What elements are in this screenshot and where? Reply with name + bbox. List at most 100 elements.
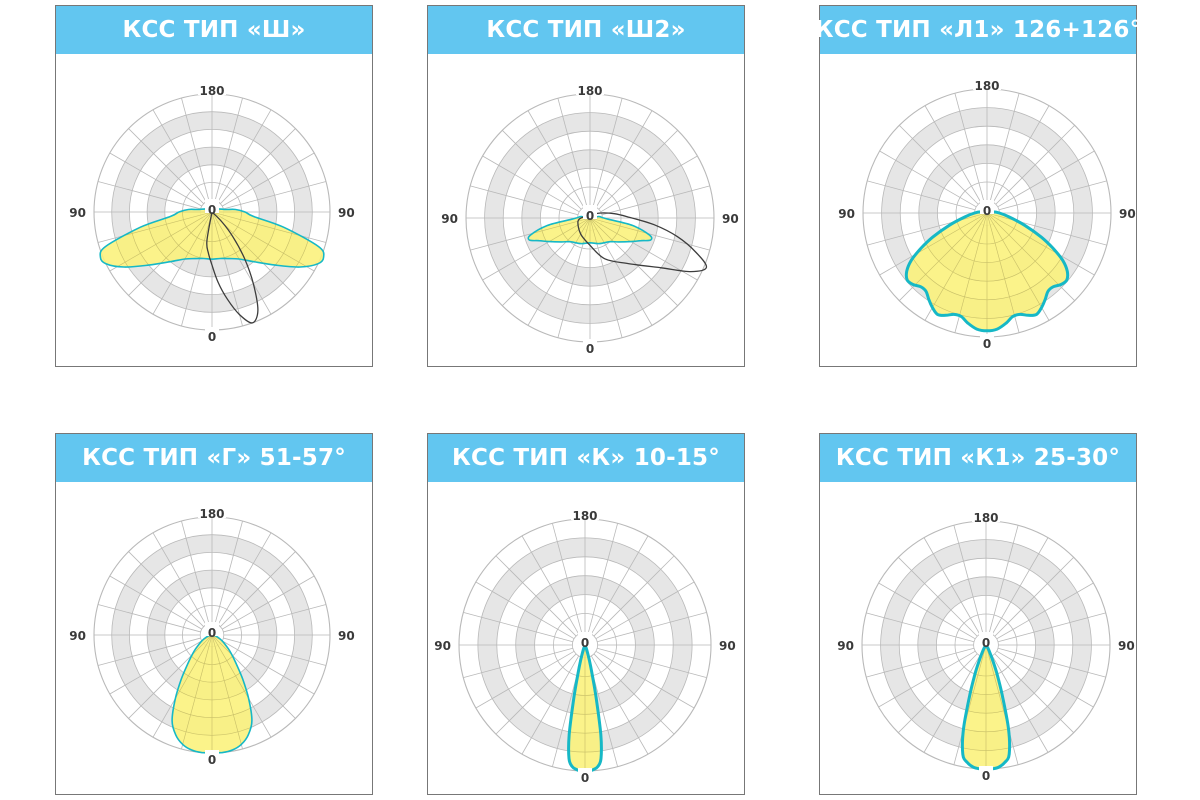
grid-spoke [601, 185, 710, 216]
tick-label-top: 180 [973, 511, 998, 525]
grid-spoke [223, 181, 327, 210]
grid-spoke [878, 582, 976, 640]
grid-spoke [97, 604, 201, 633]
grid-spoke [527, 110, 585, 208]
grid-spoke [991, 537, 1049, 635]
grid-spoke [997, 647, 1106, 678]
grid-spoke [128, 128, 204, 204]
chart-panel-l1: КСС ТИП «Л1» 126+126° 180 90 90 0 0 [815, 5, 1141, 367]
secondary-intensity-curve [577, 212, 708, 273]
tick-label-right: 90 [338, 629, 355, 643]
grid-spoke [97, 181, 201, 210]
intensity-curve [527, 215, 653, 245]
tick-label-left: 90 [837, 639, 854, 653]
chart-title: КСС ТИП «К1» 25-30° [820, 434, 1136, 482]
tick-label-right: 90 [722, 212, 739, 226]
grid-spoke [997, 150, 1095, 208]
grid-spoke [502, 130, 582, 210]
grid-spoke [220, 128, 296, 204]
grid-spoke [954, 93, 985, 202]
grid-spoke [463, 647, 573, 678]
grid-spoke [109, 640, 202, 695]
grid-spoke [97, 637, 201, 666]
intensity-curve [904, 210, 1070, 333]
grid-spoke [996, 650, 1094, 708]
grid-spoke [867, 180, 976, 211]
polar-chart-g: 180 90 90 0 0 [69, 504, 355, 767]
grid-spoke [222, 575, 315, 630]
grid-spoke [463, 612, 573, 643]
grid-spoke [866, 612, 975, 643]
grid-spoke [923, 537, 981, 635]
tick-label-left: 90 [434, 639, 451, 653]
grid-spoke [994, 653, 1074, 733]
tick-label-top: 180 [974, 79, 999, 93]
grid-spoke [475, 581, 575, 640]
grid-spoke [953, 525, 984, 634]
chart-panel-sh: КСС ТИП «Ш» 180 90 90 0 0 [55, 5, 373, 367]
chart-title: КСС ТИП «Ш2» [428, 6, 744, 54]
intensity-curve [171, 634, 253, 754]
tick-label-center: 0 [208, 203, 216, 217]
grid-spoke [152, 532, 207, 625]
grid-spoke [992, 105, 1050, 203]
grid-spoke [879, 150, 977, 208]
grid-spoke [595, 228, 653, 326]
chart-panel-g: КСС ТИП «Г» 51-57° 180 90 90 0 0 [55, 433, 373, 795]
chart-title: КСС ТИП «Г» 51-57° [56, 434, 372, 482]
grid-spoke [220, 551, 296, 627]
grid-spoke [598, 130, 678, 210]
grid-spoke [470, 185, 579, 216]
tick-label-bottom: 0 [586, 342, 594, 356]
grid-spoke [597, 647, 707, 678]
grid-spoke [878, 650, 976, 708]
tick-label-left: 90 [69, 206, 86, 220]
grid-spoke [592, 98, 623, 207]
grid-spoke [994, 557, 1074, 637]
grid-spoke [152, 109, 207, 202]
tick-label-top: 180 [572, 509, 597, 523]
grid-spoke [593, 555, 675, 637]
grid-spoke [495, 555, 577, 637]
grid-spoke [557, 98, 588, 207]
chart-title: КСС ТИП «Л1» 126+126° [815, 6, 1141, 54]
tick-label-center: 0 [581, 636, 589, 650]
tick-label-bottom: 0 [208, 330, 216, 344]
grid-spoke [222, 152, 315, 207]
grid-spoke [181, 520, 210, 624]
tick-label-bottom: 0 [208, 753, 216, 767]
grid-spoke [595, 650, 695, 709]
grid-spoke [128, 551, 204, 627]
grid-spoke [991, 655, 1049, 753]
polar-chart-sh2: 180 90 90 0 0 [441, 81, 739, 356]
grid-spoke [223, 604, 327, 633]
grid-spoke [996, 582, 1094, 640]
grid-spoke [595, 110, 653, 208]
grid-spoke [924, 105, 982, 203]
chart-panel-k1: КСС ТИП «К1» 25-30° 180 90 90 0 0 [819, 433, 1137, 795]
grid-spoke [923, 655, 981, 753]
grid-spoke [998, 180, 1107, 211]
grid-spoke [899, 125, 979, 205]
grid-spoke [109, 152, 202, 207]
tick-label-bottom: 0 [581, 771, 589, 785]
chart-panel-sh2: КСС ТИП «Ш2» 180 90 90 0 0 [427, 5, 745, 367]
grid-spoke [592, 229, 623, 338]
grid-spoke [590, 535, 649, 635]
grid-spoke [521, 535, 580, 635]
polar-chart-l1: 180 90 90 0 0 [838, 76, 1136, 351]
tick-label-right: 90 [1119, 207, 1136, 221]
tick-label-right: 90 [1118, 639, 1135, 653]
chart-title: КСС ТИП «Ш» [56, 6, 372, 54]
grid-spoke [521, 655, 580, 755]
grid-spoke [214, 520, 243, 624]
grid-spoke [590, 655, 649, 755]
grid-spoke [997, 612, 1106, 643]
tick-label-center: 0 [208, 626, 216, 640]
intensity-curve [99, 208, 325, 268]
tick-label-left: 90 [69, 629, 86, 643]
tick-label-right: 90 [719, 639, 736, 653]
grid-spoke [995, 125, 1075, 205]
grid-spoke [600, 155, 698, 213]
grid-spoke [482, 155, 580, 213]
